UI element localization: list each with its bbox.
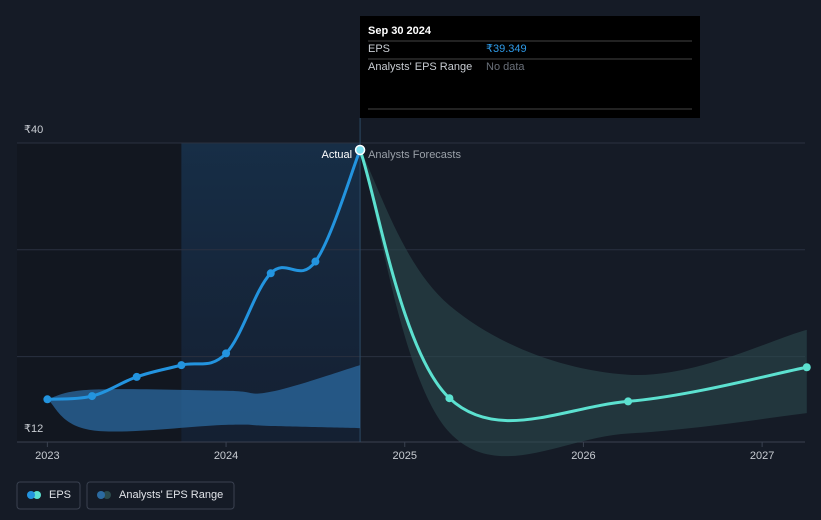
point [43,395,52,404]
tooltip-box [360,16,700,118]
point [132,372,141,381]
tooltip-value: No data [486,61,525,73]
actual-label: Actual [321,149,352,161]
x-tick-label: 2026 [571,450,595,462]
tooltip-label: EPS [368,43,390,55]
range-area [47,365,361,432]
y-tick-label: ₹40 [24,124,43,136]
point [802,363,811,372]
x-tick-label: 2024 [214,450,238,462]
legend-swatch [97,491,105,499]
range-area [360,149,807,457]
point [222,349,231,358]
point [354,144,366,156]
point [311,257,320,266]
legend-swatch [33,491,41,499]
legend-label: EPS [49,489,71,501]
tooltip: Sep 30 2024 EPS ₹39.349 Analysts' EPS Range… [360,16,700,118]
tooltip-label: Analysts' EPS Range [368,61,472,73]
point [624,397,633,406]
point [177,361,186,370]
x-tick-label: 2027 [750,450,774,462]
tooltip-value: ₹39.349 [486,43,527,55]
legend-swatch [103,491,111,499]
line [358,149,808,423]
legend-item[interactable] [86,481,235,510]
point [88,392,97,401]
legend-swatch [27,491,35,499]
legend-item[interactable] [16,481,81,510]
y-tick-label: ₹12 [24,423,43,435]
legend-label: Analysts' EPS Range [119,489,223,501]
point [445,394,454,403]
point [266,269,275,278]
x-tick-label: 2025 [393,450,417,462]
forecast-label: Analysts Forecasts [368,149,461,161]
x-tick-label: 2023 [35,450,59,462]
tooltip-date: Sep 30 2024 [368,25,432,37]
